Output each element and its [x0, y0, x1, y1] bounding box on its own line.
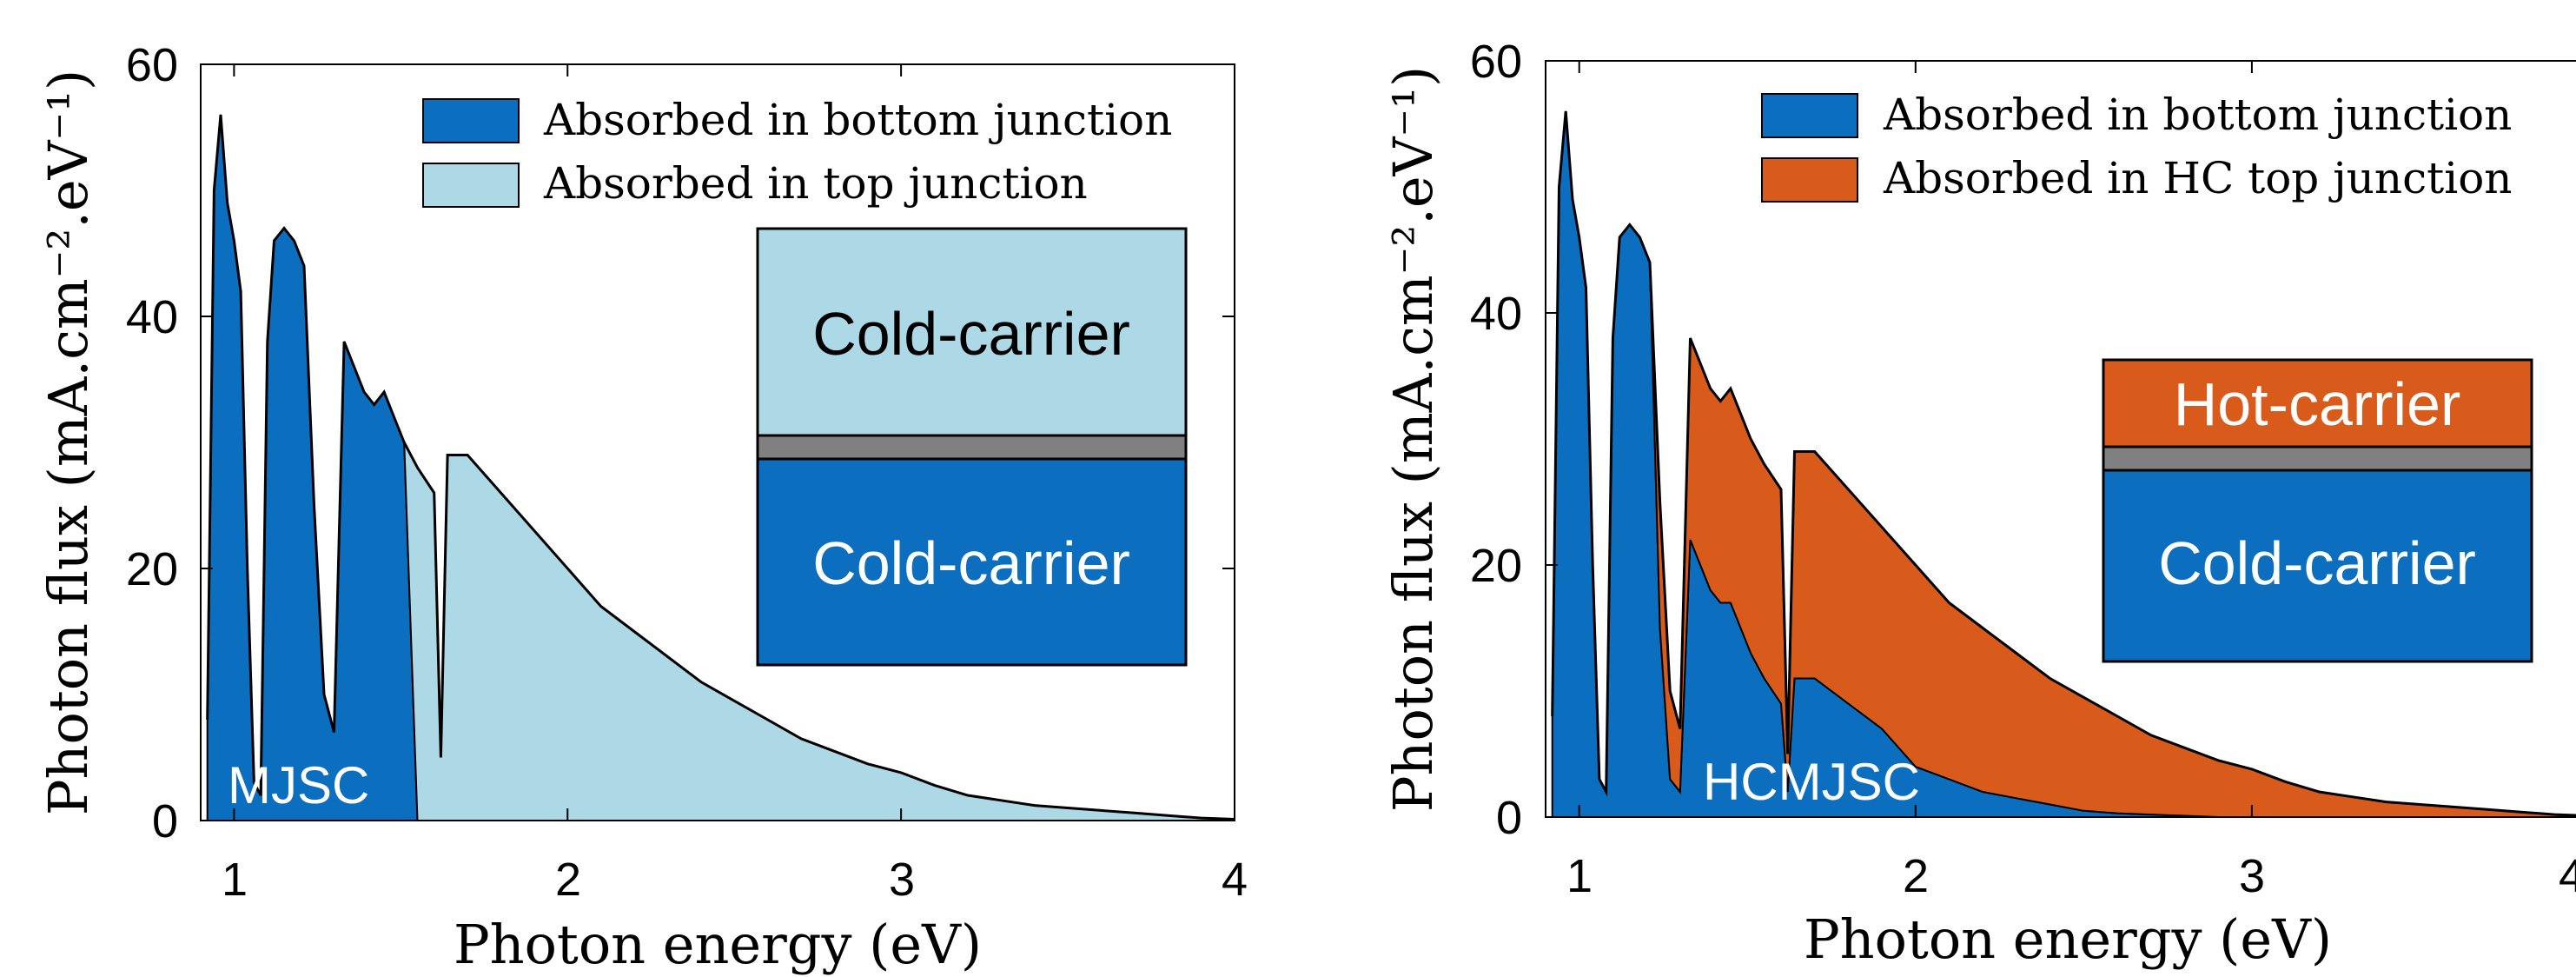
inset-bottom-label: Cold-carrier [812, 529, 1130, 597]
tick-layer [201, 63, 1235, 821]
legend-label: Absorbed in HC top junction [1883, 153, 2513, 203]
inset-bottom-label: Cold-carrier [2158, 529, 2476, 597]
total-flux-outline [206, 114, 1235, 821]
legend: Absorbed in bottom junction Absorbed in … [1761, 90, 2513, 203]
tick-layer [1546, 60, 2253, 818]
panel-hcmjsc: 1 2 3 4 0 20 40 60 Photon energy (eV) Ph… [1381, 36, 2576, 971]
y-tick-label: 40 [1470, 288, 1522, 340]
legend-label: Absorbed in top junction [543, 158, 1088, 209]
y-tick-label: 60 [126, 39, 178, 91]
inset-top-label: Hot-carrier [2174, 370, 2461, 438]
x-tick-label: 4 [2559, 850, 2576, 902]
y-tick-label: 0 [152, 795, 178, 847]
x-tick-label: 2 [555, 854, 581, 906]
x-tick-label: 2 [1903, 850, 1929, 902]
device-inset: Cold-carrier Cold-carrier [756, 227, 1188, 667]
x-tick-label: 3 [2239, 850, 2265, 902]
inset-top-junction [2102, 358, 2533, 449]
y-axis-label: Photon flux (mA.cm⁻².eV⁻¹) [36, 70, 100, 815]
plot-frame [200, 63, 1235, 821]
x-tick-label: 3 [889, 854, 915, 906]
y-tick-label: 0 [1496, 792, 1522, 844]
inset-top-label: Cold-carrier [812, 300, 1130, 368]
x-tick-label: 1 [1566, 850, 1593, 902]
inset-separator [756, 434, 1188, 461]
legend-swatch-hot [1761, 157, 1858, 203]
y-axis-label: Photon flux (mA.cm⁻².eV⁻¹) [1381, 66, 1445, 812]
inset-bottom-junction [756, 457, 1188, 667]
x-axis-label: Photon energy (eV) [454, 913, 982, 976]
plot-frame [1545, 60, 2576, 818]
legend-swatch-bottom [1761, 93, 1858, 138]
device-inset: Hot-carrier Cold-carrier [2102, 358, 2533, 663]
panel-tag: HCMJSC [1703, 753, 1920, 811]
x-tick-label: 4 [1222, 854, 1248, 906]
y-tick-label: 20 [1470, 540, 1522, 592]
legend-label: Absorbed in bottom junction [1883, 90, 2512, 140]
legend-swatch-bottom [422, 98, 520, 143]
x-axis-label: Photon energy (eV) [1804, 907, 2332, 971]
panel-mjsc: 1 2 3 4 0 20 40 60 Photon energy (eV) Ph… [36, 39, 1248, 976]
y-tick-label: 20 [126, 543, 178, 595]
x-tick-label: 1 [222, 854, 248, 906]
inset-bottom-junction [2102, 469, 2533, 663]
inset-top-junction [756, 227, 1188, 437]
y-tick-label: 40 [126, 291, 178, 343]
legend-swatch-top [422, 163, 520, 208]
y-tick-label: 60 [1470, 36, 1522, 88]
legend: Absorbed in bottom junction Absorbed in … [422, 95, 1172, 209]
inset-separator [2102, 445, 2533, 472]
total-flux-outline [1551, 110, 2576, 817]
legend-label: Absorbed in bottom junction [543, 95, 1172, 145]
panel-tag: MJSC [228, 756, 369, 814]
